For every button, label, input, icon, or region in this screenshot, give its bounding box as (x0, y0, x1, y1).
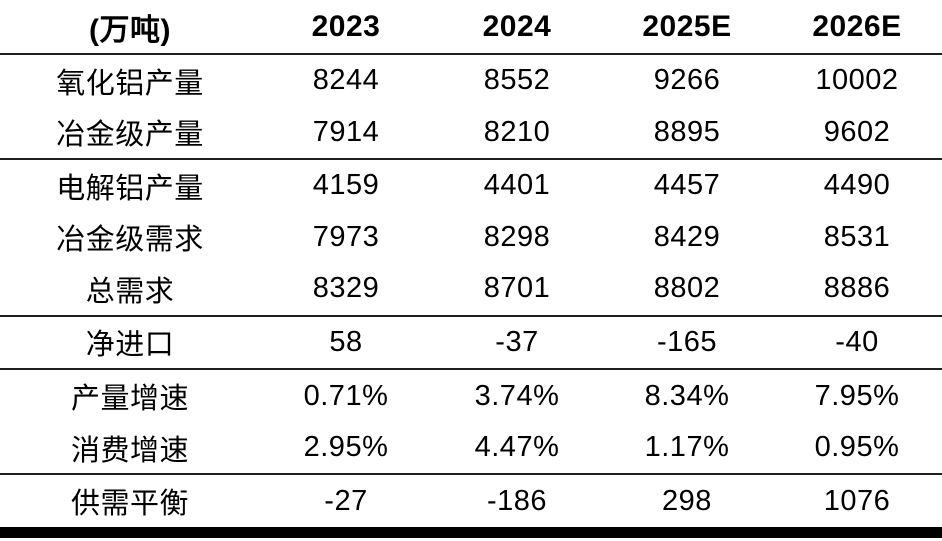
cell-value: 8.34% (644, 379, 730, 412)
table-row-metallurgical-demand: 冶金级需求 7973 8298 8429 8531 (0, 212, 942, 263)
cell-value: 4401 (483, 169, 551, 202)
cell-value: -40 (772, 315, 942, 371)
cell-value: -37 (432, 315, 602, 371)
cell-value: 0.95% (772, 421, 942, 476)
cell-value: 4490 (823, 169, 891, 202)
cell-value: 9266 (653, 64, 721, 97)
cell-value: 4457 (653, 169, 721, 202)
col-header-2024: 2024 (432, 0, 602, 55)
table-row-metallurgical-production: 冶金级产量 7914 8210 8895 9602 (0, 106, 942, 161)
table-bottom-border (0, 527, 942, 538)
cell-value: 9602 (772, 106, 942, 161)
cell-value: 1076 (823, 484, 891, 517)
cell-value: 8552 (483, 64, 551, 97)
table-row-alumina-production: 氧化铝产量 8244 8552 9266 10002 (0, 54, 942, 107)
cell-value: 8329 (260, 262, 432, 317)
table-row-consumption-growth: 消费增速 2.95% 4.47% 1.17% 0.95% (0, 421, 942, 476)
cell-value: 58 (260, 315, 432, 371)
cell-value: 4.47% (432, 421, 602, 476)
header-row: (万吨) 2023 2024 2025E 2026E (0, 0, 942, 55)
col-header-2025e: 2025E (602, 0, 772, 55)
supply-demand-table: (万吨) 2023 2024 2025E 2026E 氧化铝产量 8244 85… (0, 0, 942, 527)
cell-value: 7973 (312, 220, 380, 253)
cell-value: 8701 (432, 262, 602, 317)
cell-value: -165 (602, 315, 772, 371)
cell-value: 3.74% (474, 379, 560, 412)
col-header-2023: 2023 (260, 0, 432, 55)
row-label: 冶金级需求 (56, 224, 204, 257)
unit-header: (万吨) (0, 0, 260, 55)
row-label: 冶金级产量 (0, 106, 260, 161)
row-label: 消费增速 (0, 421, 260, 476)
cell-value: 7914 (260, 106, 432, 161)
table-row-production-growth: 产量增速 0.71% 3.74% 8.34% 7.95% (0, 369, 942, 422)
cell-value: 10002 (815, 64, 899, 97)
table-row-total-demand: 总需求 8329 8701 8802 8886 (0, 262, 942, 317)
table-row-electrolytic-aluminum-production: 电解铝产量 4159 4401 4457 4490 (0, 159, 942, 212)
table-row-net-imports: 净进口 58 -37 -165 -40 (0, 315, 942, 371)
row-label: 氧化铝产量 (56, 67, 204, 100)
cell-value: 0.71% (303, 379, 389, 412)
cell-value: 8531 (823, 220, 891, 253)
cell-value: 1.17% (602, 421, 772, 476)
row-label: 供需平衡 (70, 488, 189, 521)
cell-value: 8429 (653, 220, 721, 253)
cell-value: 4159 (312, 169, 380, 202)
cell-value: -27 (324, 484, 368, 517)
cell-value: 7.95% (814, 379, 900, 412)
cell-value: 8886 (772, 262, 942, 317)
table-row-supply-demand-balance: 供需平衡 -27 -186 298 1076 (0, 474, 942, 527)
row-label: 产量增速 (70, 383, 189, 416)
row-label: 电解铝产量 (56, 172, 204, 205)
cell-value: 8210 (432, 106, 602, 161)
row-label: 净进口 (0, 315, 260, 371)
cell-value: 2.95% (260, 421, 432, 476)
cell-value: -186 (486, 484, 548, 517)
cell-value: 8802 (602, 262, 772, 317)
cell-value: 298 (662, 484, 712, 517)
row-label: 总需求 (0, 262, 260, 317)
cell-value: 8895 (602, 106, 772, 161)
cell-value: 8244 (312, 64, 380, 97)
cell-value: 8298 (483, 220, 551, 253)
col-header-2026e: 2026E (772, 0, 942, 55)
